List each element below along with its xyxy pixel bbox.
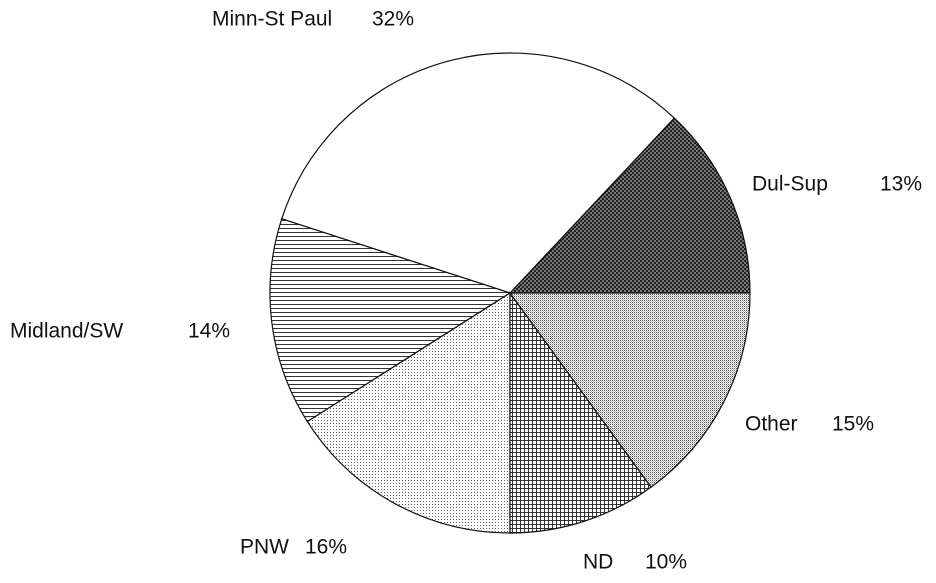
slice-label: Midland/SW [10, 320, 123, 343]
value-label: 13% [880, 173, 922, 196]
slice-label: Other [745, 413, 798, 436]
slice-label: Minn-St Paul [212, 8, 332, 31]
value-label: 15% [832, 413, 874, 436]
slice-label: PNW [240, 536, 289, 559]
slice-label: ND [583, 551, 613, 574]
pie-slice [508, 292, 751, 489]
pie-slice [508, 117, 751, 294]
pie-slice [509, 291, 652, 534]
value-label: 14% [188, 320, 230, 343]
value-label: 16% [305, 536, 347, 559]
slice-label: Dul-Sup [752, 173, 828, 196]
pie-slice [280, 52, 676, 294]
pie-slice [269, 218, 512, 423]
value-label: 10% [645, 551, 687, 574]
value-label: 32% [372, 8, 414, 31]
pie-slice [306, 291, 511, 534]
